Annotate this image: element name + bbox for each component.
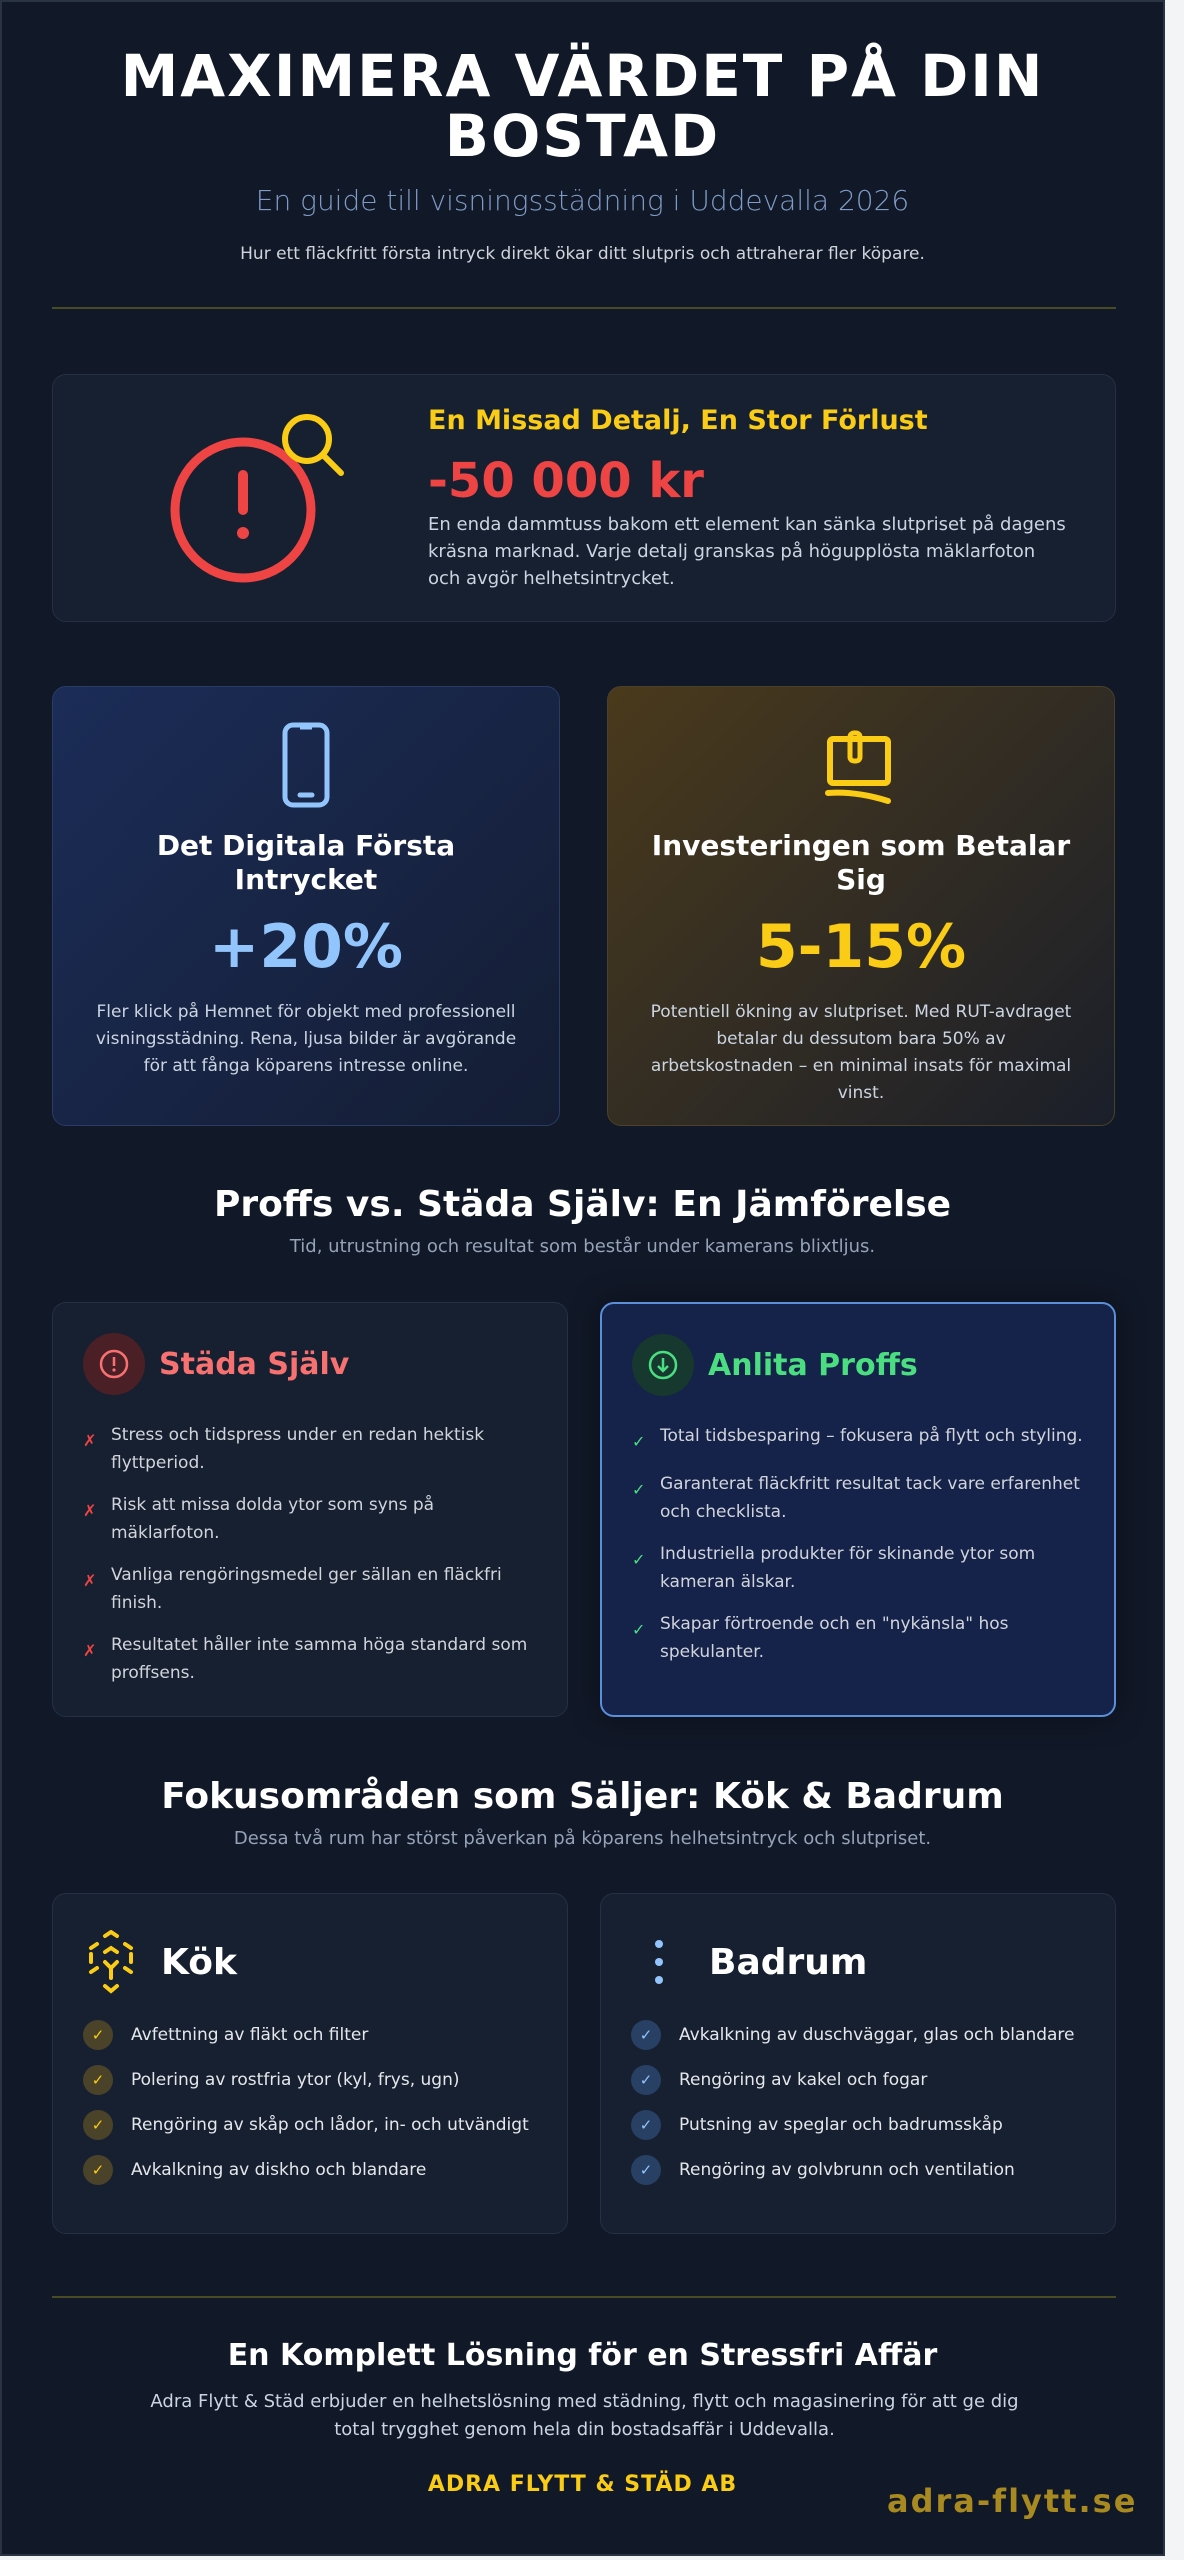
divider xyxy=(52,2296,1116,2298)
loss-value: -50 000 kr xyxy=(428,453,704,509)
list-item: ✓ Putsning av speglar och badrumsskåp xyxy=(631,2110,1085,2140)
list-item: ✓ Rengöring av skåp och lådor, in- och ut… xyxy=(83,2110,537,2140)
water-drops-icon xyxy=(655,1940,663,1984)
list-item: ✓ Avkalkning av duschväggar, glas och bla… xyxy=(631,2020,1085,2050)
check-icon: ✓ xyxy=(631,2155,661,2185)
list-item: ✗ Vanliga rengöringsmedel ger sällan en f… xyxy=(83,1561,537,1617)
self-clean-card: Städa Själv ✗ Stress och tidspress under … xyxy=(52,1302,568,1717)
page-title: MAXIMERA VÄRDET PÅ DIN BOSTAD xyxy=(120,42,1045,170)
self-clean-label: Städa Själv xyxy=(159,1346,350,1382)
stat-text: Potentiell ökning av slutpriset. Med RUT… xyxy=(650,1002,1072,1103)
stat-card-digital: Det Digitala Första Intrycket +20% Fler … xyxy=(52,686,560,1126)
comparison-subtitle: Tid, utrustning och resultat som består … xyxy=(289,1236,876,1257)
check-icon: ✓ xyxy=(632,1432,646,1451)
check-icon: ✓ xyxy=(631,2020,661,2050)
list-item: ✓ Rengöring av kakel och fogar xyxy=(631,2065,1085,2095)
check-icon: ✓ xyxy=(83,2020,113,2050)
alert-magnifier-icon xyxy=(170,414,344,583)
comparison-title: Proffs vs. Städa Själv: En Jämförelse xyxy=(213,1184,952,1225)
check-icon: ✓ xyxy=(83,2110,113,2140)
focus-title: Fokusområden som Säljer: Kök & Badrum xyxy=(161,1776,1004,1817)
list-item: ✓ Polering av rostfria ytor (kyl, frys, u… xyxy=(83,2065,537,2095)
bathroom-card: Badrum ✓ Avkalkning av duschväggar, glas … xyxy=(600,1893,1116,2234)
x-icon: ✗ xyxy=(83,1571,97,1590)
check-icon: ✓ xyxy=(631,2065,661,2095)
list-item: ✗ Risk att missa dolda ytor som syns på m… xyxy=(83,1491,537,1547)
loss-heading: En Missad Detalj, En Stor Förlust xyxy=(428,405,928,436)
x-icon: ✗ xyxy=(83,1501,97,1520)
list-item: ✗ Stress och tidspress under en redan hek… xyxy=(83,1421,537,1477)
list-item: ✓ Avkalkning av diskho och blandare xyxy=(83,2155,537,2185)
x-icon: ✗ xyxy=(83,1641,97,1660)
divider xyxy=(52,307,1116,309)
loss-card: En Missad Detalj, En Stor Förlust -50 00… xyxy=(52,374,1116,622)
page-subtitle: En guide till visningsstädning i Uddeval… xyxy=(255,184,910,217)
list-item: ✗ Resultatet håller inte samma höga stand… xyxy=(83,1631,537,1687)
bathroom-label: Badrum xyxy=(709,1941,868,1983)
watermark: adra-flytt.se xyxy=(887,2482,1138,2520)
check-icon: ✓ xyxy=(83,2155,113,2185)
arrow-down-circle-icon xyxy=(632,1334,694,1396)
loss-text: En enda dammtuss bakom ett element kan s… xyxy=(428,514,1066,589)
stat-card-investment: Investeringen som Betalar Sig 5-15% Pote… xyxy=(607,686,1115,1126)
check-icon: ✓ xyxy=(83,2065,113,2095)
list-item: ✓ Industriella produkter för skinande yto… xyxy=(632,1540,1084,1596)
list-item: ✓ Rengöring av golvbrunn och ventilation xyxy=(631,2155,1085,2185)
check-icon: ✓ xyxy=(632,1480,646,1499)
check-icon: ✓ xyxy=(632,1550,646,1569)
smartphone-icon xyxy=(282,722,330,808)
hire-pro-card: Anlita Proffs ✓ Total tidsbesparing – fok… xyxy=(600,1302,1116,1717)
x-icon: ✗ xyxy=(83,1431,97,1450)
list-item: ✓ Avfettning av fläkt och filter xyxy=(83,2020,537,2050)
check-icon: ✓ xyxy=(631,2110,661,2140)
check-icon: ✓ xyxy=(632,1620,646,1639)
alert-circle-icon xyxy=(83,1333,145,1395)
stat-title: Det Digitala Första Intrycket xyxy=(156,829,456,896)
footer-text: Adra Flytt & Städ erbjuder en helhetslös… xyxy=(150,2391,1019,2440)
money-hand-icon xyxy=(825,730,891,804)
footer-brand: ADRA FLYTT & STÄD AB xyxy=(427,2472,738,2497)
list-item: ✓ Skapar förtroende och en "nykänsla" hos… xyxy=(632,1610,1084,1666)
kitchen-label: Kök xyxy=(161,1941,237,1983)
stat-title: Investeringen som Betalar Sig xyxy=(651,829,1071,896)
hire-pro-label: Anlita Proffs xyxy=(708,1347,918,1383)
tagline: Hur ett fläckfritt första intryck direkt… xyxy=(240,244,925,264)
list-item: ✓ Garanterat fläckfritt resultat tack var… xyxy=(632,1470,1084,1526)
focus-subtitle: Dessa två rum har störst påverkan på köp… xyxy=(233,1828,932,1849)
kitchen-fan-icon xyxy=(89,1930,133,1994)
stat-text: Fler klick på Hemnet för objekt med prof… xyxy=(95,1002,517,1076)
list-item: ✓ Total tidsbesparing – fokusera på flytt… xyxy=(632,1422,1084,1456)
stat-value: 5-15% xyxy=(755,912,967,982)
footer-title: En Komplett Lösning för en Stressfri Aff… xyxy=(227,2338,938,2373)
kitchen-card: Kök ✓ Avfettning av fläkt och filter ✓ Pol… xyxy=(52,1893,568,2234)
stat-value: +20% xyxy=(209,912,403,982)
